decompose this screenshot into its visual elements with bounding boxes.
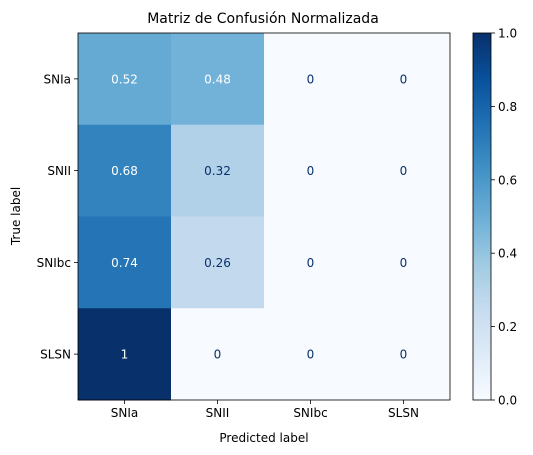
colorbar-tick-label: 0.4	[498, 247, 517, 261]
heatmap-cell	[78, 216, 172, 309]
heatmap-cell	[357, 124, 451, 217]
chart-title: Matriz de Confusión Normalizada	[147, 11, 379, 27]
colorbar-tick-label: 0.2	[498, 320, 517, 334]
heatmap-cell	[264, 308, 358, 401]
x-tick-label: SNIa	[111, 406, 139, 420]
heatmap-cell	[171, 124, 265, 217]
x-tick-label: SLSN	[388, 406, 419, 420]
cell-value-label: 0.68	[111, 164, 138, 178]
heatmap-cell	[78, 124, 172, 217]
heatmap-cell	[171, 308, 265, 401]
heatmap-cell	[264, 33, 358, 126]
y-tick-label: SNIbc	[37, 256, 71, 270]
cell-value-label: 0	[400, 72, 408, 86]
heatmap-cell-labels: 0.52 0.48 0 0 0.68 0.32 0 0 0.74 0.26 0 0 1 0 0 0	[111, 72, 407, 361]
colorbar-tick-label: 0.0	[498, 394, 517, 408]
cell-value-label: 0	[307, 72, 315, 86]
heatmap-cell	[264, 216, 358, 309]
cell-value-label: 0.26	[204, 256, 231, 270]
colorbar-tick-label: 1.0	[498, 27, 517, 41]
cell-value-label: 0.52	[111, 72, 138, 86]
heatmap-cell	[357, 308, 451, 401]
cell-value-label: 0	[307, 164, 315, 178]
cell-value-label: 0	[307, 256, 315, 270]
colorbar-ticks: 0.0 0.2 0.4 0.6 0.8 1.0	[491, 27, 517, 408]
cell-value-label: 0	[400, 348, 408, 362]
y-tick-label: SNII	[47, 164, 71, 178]
colorbar	[472, 32, 492, 401]
cell-value-label: 0.74	[111, 256, 138, 270]
colorbar-tick-label: 0.8	[498, 100, 517, 114]
y-tick-label: SNIa	[44, 72, 72, 86]
plot-frame	[77, 32, 451, 401]
heatmap-cells	[78, 33, 451, 401]
y-tick-label: SLSN	[40, 348, 71, 362]
heatmap-cell	[78, 33, 172, 126]
x-axis-ticks: SNIa SNII SNIbc SLSN	[111, 400, 419, 420]
y-axis-label: True label	[9, 187, 23, 246]
cell-value-label: 0.48	[204, 72, 231, 86]
y-axis-ticks: SNIa SNII SNIbc SLSN	[37, 72, 78, 362]
cell-value-label: 0	[400, 256, 408, 270]
heatmap-cell	[357, 33, 451, 126]
cell-value-label: 1	[121, 348, 129, 362]
heatmap-cell	[171, 33, 265, 126]
x-tick-label: SNII	[206, 406, 230, 420]
cell-value-label: 0	[214, 348, 222, 362]
heatmap-cell	[78, 308, 172, 401]
heatmap-cell	[357, 216, 451, 309]
heatmap-cell	[264, 124, 358, 217]
x-tick-label: SNIbc	[293, 406, 327, 420]
heatmap-cell	[171, 216, 265, 309]
cell-value-label: 0	[307, 348, 315, 362]
colorbar-tick-label: 0.6	[498, 173, 517, 187]
cell-value-label: 0	[400, 164, 408, 178]
x-axis-label: Predicted label	[219, 431, 308, 445]
cell-value-label: 0.32	[204, 164, 231, 178]
